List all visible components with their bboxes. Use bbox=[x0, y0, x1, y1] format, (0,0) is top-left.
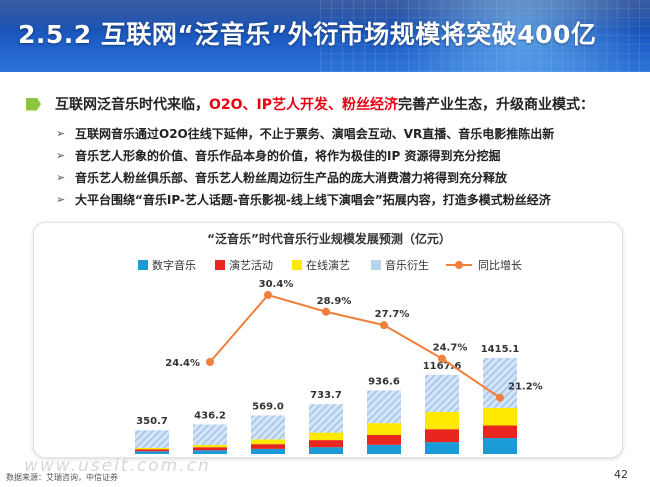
legend-swatch-0 bbox=[138, 260, 148, 270]
growth-label: 30.4% bbox=[259, 279, 294, 290]
bullet-arrow-icon: ➢ bbox=[56, 192, 66, 206]
bullet-arrow-icon: ➢ bbox=[56, 126, 66, 140]
bar-total-label: 1167.6 bbox=[423, 361, 462, 372]
bullet-arrow-icon: ➢ bbox=[56, 170, 66, 184]
bar-total-label: 936.6 bbox=[368, 376, 400, 387]
legend-label-2: 在线演艺 bbox=[306, 258, 350, 272]
bar-total-label: 733.7 bbox=[310, 390, 342, 401]
bar-segment-3-0 bbox=[135, 430, 169, 448]
growth-label: 21.2% bbox=[508, 382, 543, 393]
growth-point bbox=[380, 321, 388, 330]
growth-label: 27.7% bbox=[375, 309, 410, 320]
bar-segment-2-4 bbox=[367, 423, 401, 436]
bar-total-label: 569.0 bbox=[252, 401, 284, 412]
lead-prefix: 互联网泛音乐时代来临， bbox=[55, 97, 209, 113]
growth-label: 28.9% bbox=[317, 296, 352, 307]
slide-title: 2.5.2 互联网“泛音乐”外衍市场规模将突破400亿 bbox=[18, 20, 597, 49]
growth-line bbox=[209, 293, 501, 399]
bullet-item: ➢ 大平台围绕“音乐IP-艺人话题-音乐影视-线上线下演唱会”拓展内容，打造多模式… bbox=[56, 192, 551, 207]
bar-segment-2-1 bbox=[193, 444, 227, 448]
bar-segment-1-5 bbox=[425, 429, 459, 443]
bar-segment-0-2 bbox=[251, 448, 285, 454]
page-number: 42 bbox=[614, 468, 628, 481]
bar-segment-3-4 bbox=[367, 390, 401, 424]
lead-highlight: O2O、IP艺人开发、粉丝经济 bbox=[209, 97, 399, 113]
bar-segment-3-1 bbox=[193, 424, 227, 445]
chart-title: “泛音乐”时代音乐行业规模发展预测（亿元） bbox=[207, 231, 451, 246]
bar-segment-2-6 bbox=[483, 407, 517, 426]
bullet-item: ➢ 互联网音乐通过O2O往线下延伸，不止于票务、演唱会互动、VR直播、音乐电影推陈… bbox=[56, 126, 555, 141]
bar-total-label: 350.7 bbox=[136, 416, 168, 427]
bar-segment-0-5 bbox=[425, 442, 459, 454]
tech-background bbox=[320, 0, 650, 72]
bullet-list: ➢ 互联网音乐通过O2O往线下延伸，不止于票务、演唱会互动、VR直播、音乐电影推陈… bbox=[56, 122, 554, 210]
legend-label-growth: 同比增长 bbox=[478, 258, 522, 272]
chart: “泛音乐”时代音乐行业规模发展预测（亿元） 数字音乐 演艺活动 在线演艺 音乐衍生 同比增… bbox=[135, 231, 543, 454]
growth-point bbox=[264, 291, 272, 299]
bar-segment-1-3 bbox=[309, 440, 343, 448]
bullet-arrow-icon: ➢ bbox=[56, 148, 66, 162]
bar-segment-3-5 bbox=[425, 374, 459, 412]
growth-label: 24.4% bbox=[165, 358, 200, 369]
bar-segment-0-4 bbox=[367, 444, 401, 454]
legend-label-3: 音乐衍生 bbox=[385, 258, 429, 272]
bullet-item: ➢ 音乐艺人粉丝俱乐部、音乐艺人粉丝周边衍生产品的庞大消费潜力将得到充分释放 bbox=[56, 170, 508, 185]
bar-segment-1-4 bbox=[367, 435, 401, 445]
bar-segment-2-0 bbox=[135, 447, 169, 450]
chart-panel: “泛音乐”时代音乐行业规模发展预测（亿元） 数字音乐 演艺活动 在线演艺 音乐衍生 同比增… bbox=[33, 222, 623, 458]
bar-segment-1-2 bbox=[251, 444, 285, 449]
legend-label-1: 演艺活动 bbox=[229, 258, 273, 272]
bar-segment-2-3 bbox=[309, 432, 343, 441]
legend-marker-growth bbox=[455, 261, 463, 269]
source-note: 数据来源：艾瑞咨询，中信证券 bbox=[6, 473, 118, 482]
bullet-item: ➢ 音乐艺人形象的价值、音乐作品本身的价值，将作为极佳的IP 资源得到充分挖掘 bbox=[56, 148, 501, 163]
bar-segment-3-3 bbox=[309, 404, 343, 433]
growth-point bbox=[322, 307, 330, 316]
title-bar: 2.5.2 互联网“泛音乐”外衍市场规模将突破400亿 bbox=[0, 0, 650, 72]
growth-label: 24.7% bbox=[433, 343, 468, 354]
bar-segment-0-3 bbox=[309, 447, 343, 454]
bar-total-label: 1415.1 bbox=[481, 344, 520, 355]
bar-segment-1-1 bbox=[193, 447, 227, 451]
legend-swatch-2 bbox=[292, 260, 302, 270]
bar-segment-0-0 bbox=[135, 451, 169, 454]
bar-segment-2-2 bbox=[251, 439, 285, 445]
legend-swatch-1 bbox=[215, 260, 225, 270]
bar-total-label: 436.2 bbox=[194, 410, 226, 421]
growth-point bbox=[496, 393, 504, 402]
bar-segment-0-6 bbox=[483, 438, 517, 454]
legend-label-0: 数字音乐 bbox=[152, 258, 196, 272]
bar-segment-1-6 bbox=[483, 425, 517, 439]
arrow-marker-icon bbox=[26, 97, 41, 111]
bar-segment-0-1 bbox=[193, 450, 227, 454]
lead-line: 互联网泛音乐时代来临，O2O、IP艺人开发、粉丝经济完善产业生态，升级商业模式： bbox=[26, 94, 594, 114]
watermark: www.useit.com.cn bbox=[24, 456, 211, 476]
growth-point bbox=[438, 354, 446, 363]
bar-segment-3-2 bbox=[251, 415, 285, 440]
legend-swatch-3 bbox=[371, 260, 381, 270]
growth-point bbox=[206, 358, 214, 366]
bar-segment-1-0 bbox=[135, 449, 169, 452]
bar-segment-2-5 bbox=[425, 411, 459, 430]
lead-suffix: 完善产业生态，升级商业模式： bbox=[398, 97, 595, 113]
